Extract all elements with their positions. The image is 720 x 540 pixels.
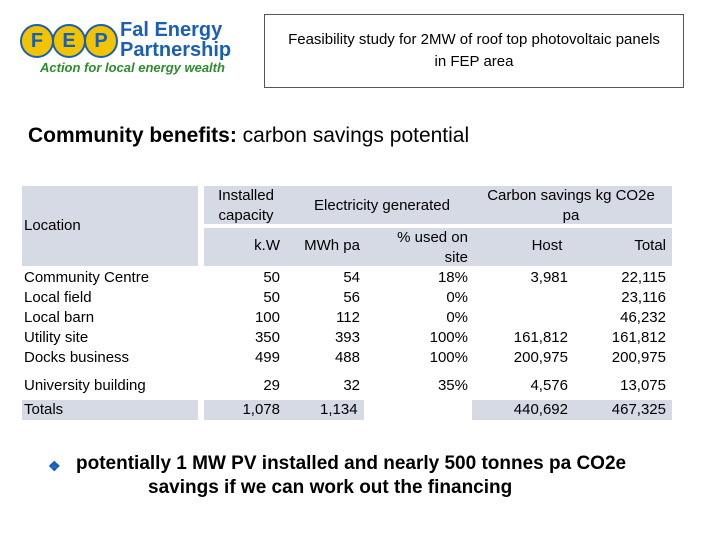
fep-logo: F E P Fal Energy Partnership Action for … bbox=[16, 18, 256, 78]
logo-letter-f: F bbox=[20, 24, 54, 58]
header-kw: k.W bbox=[254, 237, 280, 254]
kw-cell: 350 bbox=[254, 329, 280, 346]
total-cell: 13,075 bbox=[620, 377, 666, 394]
host-cell: 4,576 bbox=[530, 377, 568, 394]
header-electricity: Electricity generated bbox=[314, 197, 450, 214]
study-title: Feasibility study for 2MW of roof top ph… bbox=[288, 31, 660, 70]
totals-values-bg bbox=[204, 400, 364, 420]
logo-name-line2: Partnership bbox=[120, 39, 232, 61]
logo-letter-p: P bbox=[84, 24, 118, 58]
header-location: Location bbox=[24, 217, 81, 234]
used-cell: 100% bbox=[429, 349, 468, 366]
totals-total: 467,325 bbox=[611, 401, 666, 418]
header-installed: Installed capacity bbox=[218, 187, 274, 224]
used-cell: 18% bbox=[437, 269, 468, 286]
study-title-box: Feasibility study for 2MW of roof top ph… bbox=[264, 14, 684, 88]
mwh-cell: 56 bbox=[343, 289, 360, 306]
totals-mwh: 1,134 bbox=[320, 401, 358, 418]
header-total: Total bbox=[634, 237, 666, 254]
diamond-bullet-icon: ❖ bbox=[48, 458, 61, 474]
header-units-bg bbox=[204, 228, 672, 266]
total-cell: 46,232 bbox=[620, 309, 666, 326]
host-cell: 161,812 bbox=[513, 329, 568, 346]
mwh-cell: 112 bbox=[336, 309, 360, 326]
used-cell: 100% bbox=[429, 329, 468, 346]
location-cell: Community Centre bbox=[24, 269, 150, 286]
kw-cell: 100 bbox=[254, 309, 280, 326]
location-cell: University building bbox=[24, 377, 146, 394]
totals-row-bg bbox=[22, 400, 198, 420]
location-cell: Utility site bbox=[24, 329, 89, 346]
mwh-cell: 54 bbox=[343, 269, 360, 286]
totals-host: 440,692 bbox=[513, 401, 568, 418]
location-cell: Local barn bbox=[24, 309, 95, 326]
kw-cell: 499 bbox=[254, 349, 280, 366]
header-used: % used on site bbox=[397, 229, 468, 266]
kw-cell: 50 bbox=[263, 269, 280, 286]
host-cell: 3,981 bbox=[530, 269, 568, 286]
logo-name: Fal Energy Partnership bbox=[120, 20, 260, 60]
carbon-savings-table: Location Installed capacity Electricity … bbox=[22, 186, 672, 422]
total-cell: 200,975 bbox=[611, 349, 666, 366]
total-cell: 22,115 bbox=[621, 269, 666, 286]
header-host: Host bbox=[531, 237, 563, 254]
totals-label: Totals bbox=[24, 401, 64, 418]
logo-letter-e: E bbox=[52, 24, 86, 58]
logo-tagline: Action for local energy wealth bbox=[40, 60, 225, 75]
header-location-bg bbox=[22, 186, 198, 266]
header-mwh: MWh pa bbox=[304, 237, 360, 254]
header-carbon: Carbon savings kg CO2e pa bbox=[487, 187, 655, 224]
bullet-line-2: savings if we can work out the financing bbox=[148, 477, 513, 498]
kw-cell: 29 bbox=[263, 377, 280, 394]
used-cell: 0% bbox=[446, 309, 468, 326]
header-columns-bg bbox=[204, 186, 672, 224]
heading-bold: Community benefits: bbox=[28, 124, 237, 147]
logo-name-line1: Fal Energy bbox=[120, 19, 223, 41]
mwh-cell: 32 bbox=[343, 377, 360, 394]
page-heading: Community benefits: carbon savings poten… bbox=[28, 124, 469, 148]
mwh-cell: 393 bbox=[334, 329, 360, 346]
total-cell: 161,812 bbox=[611, 329, 666, 346]
heading-rest: carbon savings potential bbox=[236, 124, 470, 147]
location-cell: Docks business bbox=[24, 349, 130, 366]
totals-carbon-bg bbox=[472, 400, 672, 420]
kw-cell: 50 bbox=[263, 289, 280, 306]
bullet-line-1: potentially 1 MW PV installed and nearly… bbox=[76, 453, 627, 474]
used-cell: 35% bbox=[437, 377, 468, 394]
total-cell: 23,116 bbox=[621, 289, 666, 306]
location-cell: Local field bbox=[24, 289, 92, 306]
host-cell: 200,975 bbox=[513, 349, 568, 366]
totals-kw: 1,078 bbox=[242, 401, 280, 418]
used-cell: 0% bbox=[446, 289, 468, 306]
mwh-cell: 488 bbox=[334, 349, 360, 366]
